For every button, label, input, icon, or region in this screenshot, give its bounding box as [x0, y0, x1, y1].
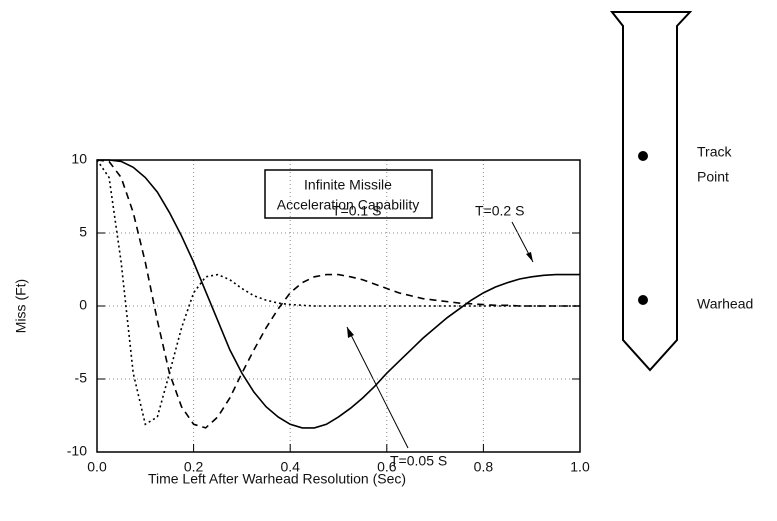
arrowhead — [526, 252, 533, 262]
x-tick-label: 0.8 — [474, 459, 494, 475]
y-axis-label: Miss (Ft) — [13, 279, 29, 333]
y-tick-label: -10 — [67, 443, 87, 459]
x-tick-label: 1.0 — [570, 459, 590, 475]
arrow — [346, 326, 409, 449]
series-line — [96, 159, 580, 426]
track-point-dot — [638, 151, 648, 161]
annotation-text: Infinite Missile — [304, 177, 392, 193]
y-tick-label: -5 — [75, 370, 88, 386]
diagram-label: Track — [697, 144, 732, 160]
x-tick-label: 0.4 — [280, 459, 300, 475]
diagram-label: Warhead — [697, 296, 753, 312]
y-tick-label: 5 — [79, 224, 87, 240]
x-tick-label: 0.2 — [184, 459, 204, 475]
series-line — [97, 159, 580, 429]
x-tick-label: 0.6 — [377, 459, 397, 475]
x-tick-label: 0.0 — [87, 459, 107, 475]
series-line — [96, 159, 580, 429]
annotation-box — [264, 169, 433, 219]
y-tick-label: 10 — [71, 151, 87, 167]
series-label: T=0.1 S — [332, 203, 381, 219]
warhead-dot — [638, 295, 648, 305]
y-tick-label: 0 — [79, 297, 87, 313]
diagram-label: Point — [697, 169, 729, 185]
series-label: T=0.2 S — [475, 203, 524, 219]
x-axis-label: Time Left After Warhead Resolution (Sec) — [148, 471, 406, 487]
missile — [609, 11, 693, 372]
arrowhead — [347, 327, 354, 338]
series-label: T=0.05 S — [390, 453, 447, 469]
annotation-text: Acceleration Capability — [277, 197, 419, 213]
